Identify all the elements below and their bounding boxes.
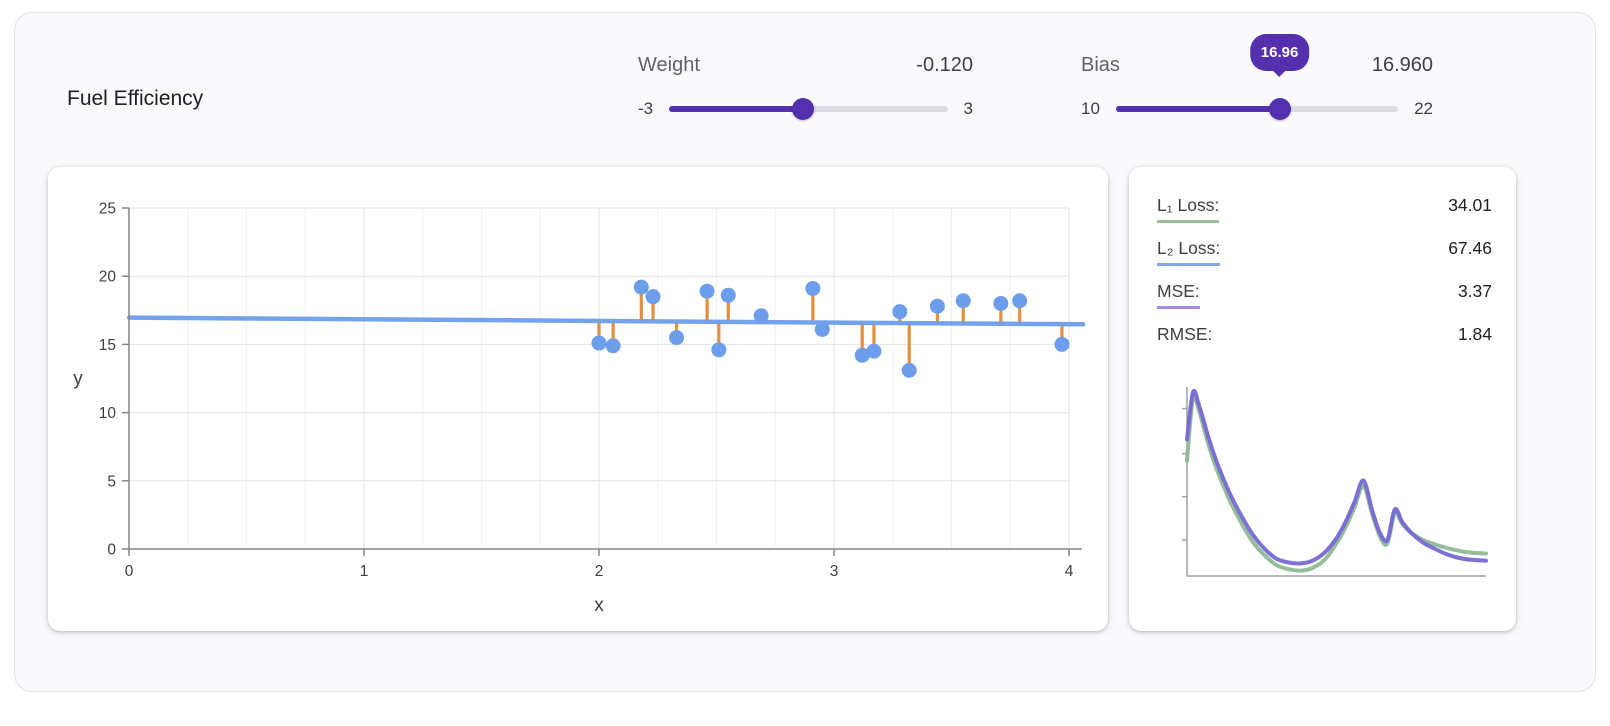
weight-max-label: 3 xyxy=(963,99,973,118)
data-point xyxy=(866,343,882,359)
l1-loss-curve xyxy=(1185,393,1488,573)
app-frame: Fuel Efficiency Weight -0.120 -3 3 Bias … xyxy=(14,12,1596,692)
svg-text:y: y xyxy=(73,369,83,390)
weight-slider-fill xyxy=(669,106,803,112)
data-point xyxy=(814,321,830,337)
svg-text:0: 0 xyxy=(107,542,116,559)
page-title: Fuel Efficiency xyxy=(67,87,204,110)
data-point xyxy=(669,330,685,346)
svg-text:15: 15 xyxy=(99,337,116,354)
data-point xyxy=(901,362,917,378)
data-point xyxy=(955,293,971,309)
bias-value: 16.960 xyxy=(1371,54,1433,76)
mse-loss-curve xyxy=(1185,388,1488,566)
bias-slider-fill xyxy=(1115,106,1280,112)
data-point xyxy=(1012,293,1028,309)
bias-slider-track[interactable] xyxy=(1115,106,1399,112)
weight-value: -0.120 xyxy=(916,54,973,76)
svg-text:3: 3 xyxy=(830,563,839,580)
data-point xyxy=(711,342,727,358)
data-point xyxy=(892,304,908,320)
weight-slider-group: Weight -0.120 -3 3 xyxy=(638,54,973,120)
data-point xyxy=(605,338,621,354)
weight-min-label: -3 xyxy=(638,99,654,118)
metric-label-rmse: RMSE: xyxy=(1157,324,1213,344)
bias-label: Bias xyxy=(1081,54,1120,76)
data-point xyxy=(805,280,821,296)
metric-value-l2-loss: 67.46 xyxy=(1448,238,1492,258)
metric-label-l2-loss: L₂ Loss: xyxy=(1157,238,1221,266)
loss-curve-svg xyxy=(1182,387,1488,577)
weight-slider-thumb[interactable] xyxy=(791,98,814,120)
data-point xyxy=(854,347,870,363)
svg-text:x: x xyxy=(594,595,604,616)
metric-row: L₂ Loss: 67.46 xyxy=(1157,238,1492,281)
bias-value-tooltip: 16.96 xyxy=(1249,34,1310,71)
svg-text:10: 10 xyxy=(99,405,117,422)
metric-row: RMSE: 1.84 xyxy=(1157,324,1492,367)
svg-text:25: 25 xyxy=(99,201,116,218)
svg-text:1: 1 xyxy=(360,563,369,580)
data-point xyxy=(1054,336,1070,352)
data-point xyxy=(645,289,661,305)
data-point xyxy=(720,287,736,303)
bias-min-label: 10 xyxy=(1081,99,1100,118)
metric-row: L₁ Loss: 34.01 xyxy=(1157,195,1492,238)
weight-slider[interactable] xyxy=(669,98,948,120)
metric-row: MSE: 3.37 xyxy=(1157,281,1492,324)
metric-label-mse: MSE: xyxy=(1157,281,1200,309)
metrics-list: L₁ Loss: 34.01 L₂ Loss: 67.46 MSE: 3.37 … xyxy=(1157,195,1492,367)
metric-label-l1-loss: L₁ Loss: xyxy=(1157,195,1220,223)
data-point xyxy=(753,308,769,324)
svg-text:0: 0 xyxy=(125,563,134,580)
bias-max-label: 22 xyxy=(1414,99,1433,118)
bias-slider[interactable]: 16.96 xyxy=(1115,34,1399,120)
data-point xyxy=(699,283,715,299)
data-point xyxy=(929,298,945,314)
main-chart-svg: 0 5 10 15 20 25 0 1 2 3 4 y x xyxy=(73,201,1086,616)
data-point xyxy=(993,295,1009,311)
scatter-chart-card: 0 5 10 15 20 25 0 1 2 3 4 y x xyxy=(48,167,1108,631)
metric-value-mse: 3.37 xyxy=(1457,281,1492,301)
svg-text:20: 20 xyxy=(99,269,117,286)
weight-label: Weight xyxy=(638,54,700,76)
metrics-card: L₁ Loss: 34.01 L₂ Loss: 67.46 MSE: 3.37 … xyxy=(1129,167,1516,631)
svg-text:4: 4 xyxy=(1065,563,1074,580)
data-point xyxy=(633,279,649,295)
bias-slider-thumb[interactable] xyxy=(1268,98,1291,120)
model-line xyxy=(126,315,1086,327)
svg-text:2: 2 xyxy=(595,563,604,580)
svg-text:5: 5 xyxy=(107,473,116,490)
metric-value-l1-loss: 34.01 xyxy=(1448,195,1492,215)
bias-slider-group: Bias 16.960 10 16.96 22 xyxy=(1081,34,1433,120)
data-point xyxy=(591,335,607,351)
metric-value-rmse: 1.84 xyxy=(1457,324,1492,344)
